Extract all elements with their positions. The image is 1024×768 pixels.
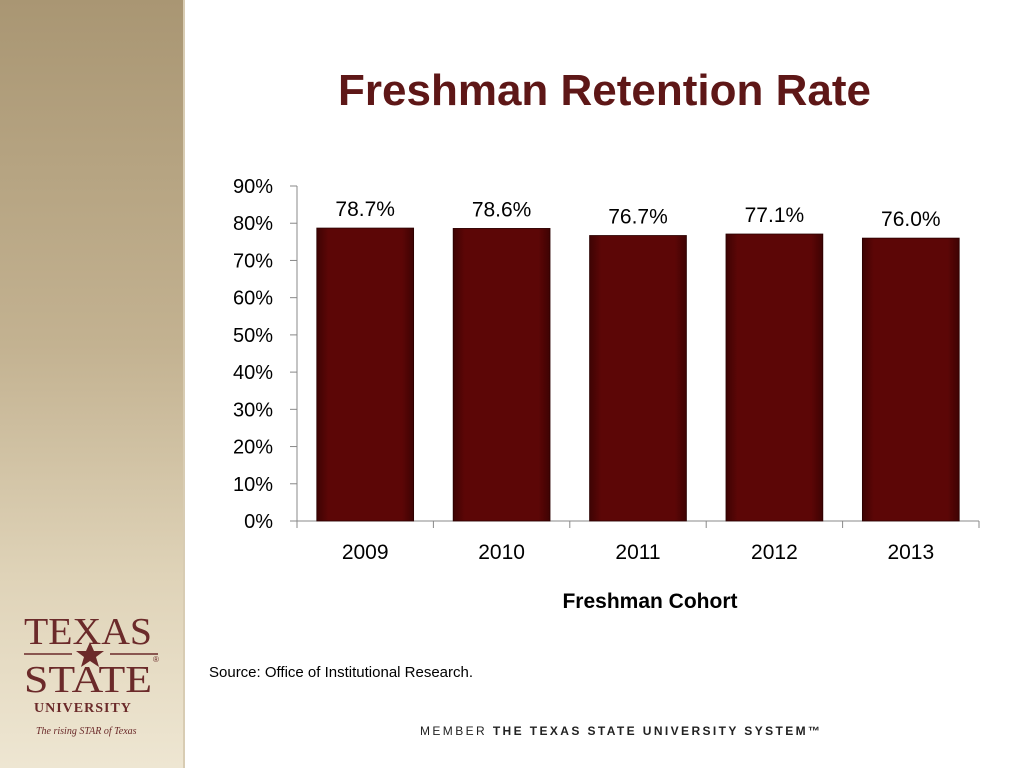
y-tick-label: 60% xyxy=(233,288,273,310)
logo-line-texas: TEXAS xyxy=(24,611,152,653)
y-tick-label: 50% xyxy=(233,325,273,347)
bar xyxy=(725,233,824,522)
bar xyxy=(316,227,415,522)
data-label: 78.7% xyxy=(335,198,395,221)
data-label: 76.7% xyxy=(608,206,668,229)
x-tick-label: 2009 xyxy=(342,541,389,564)
y-tick-label: 0% xyxy=(244,511,273,533)
x-axis-title: Freshman Cohort xyxy=(562,590,737,613)
member-system: THE TEXAS STATE UNIVERSITY SYSTEM™ xyxy=(492,724,823,738)
bar xyxy=(861,237,960,522)
sidebar-divider xyxy=(183,0,185,768)
slide-title: Freshman Retention Rate xyxy=(338,66,871,115)
y-tick-label: 20% xyxy=(233,437,273,459)
x-tick-label: 2012 xyxy=(751,541,798,564)
sidebar-panel xyxy=(0,0,183,768)
y-tick-label: 80% xyxy=(233,213,273,235)
x-tick-label: 2010 xyxy=(478,541,525,564)
member-footer: MEMBER THE TEXAS STATE UNIVERSITY SYSTEM… xyxy=(420,724,822,738)
x-tick-label: 2013 xyxy=(887,541,934,564)
y-tick-label: 10% xyxy=(233,474,273,496)
data-label: 77.1% xyxy=(745,204,805,227)
texas-state-logo: TEXAS ® STATE UNIVERSITY The rising STAR… xyxy=(24,611,159,737)
bar xyxy=(452,228,551,522)
logo-registered: ® xyxy=(153,655,159,664)
data-label: 76.0% xyxy=(881,208,941,231)
bar xyxy=(589,235,687,522)
logo-star-icon xyxy=(76,642,104,667)
member-prefix: MEMBER xyxy=(420,724,488,738)
x-tick-label: 2011 xyxy=(615,541,660,564)
logo-line-university: UNIVERSITY xyxy=(34,701,132,716)
logo-tagline: The rising STAR of Texas xyxy=(36,726,137,737)
data-label: 78.6% xyxy=(472,198,532,221)
y-tick-label: 70% xyxy=(233,250,273,272)
y-tick-label: 40% xyxy=(233,362,273,384)
source-note: Source: Office of Institutional Research… xyxy=(209,664,474,681)
logo-line-state: STATE xyxy=(24,659,152,701)
y-tick-label: 90% xyxy=(233,176,273,198)
y-tick-label: 30% xyxy=(233,399,273,421)
